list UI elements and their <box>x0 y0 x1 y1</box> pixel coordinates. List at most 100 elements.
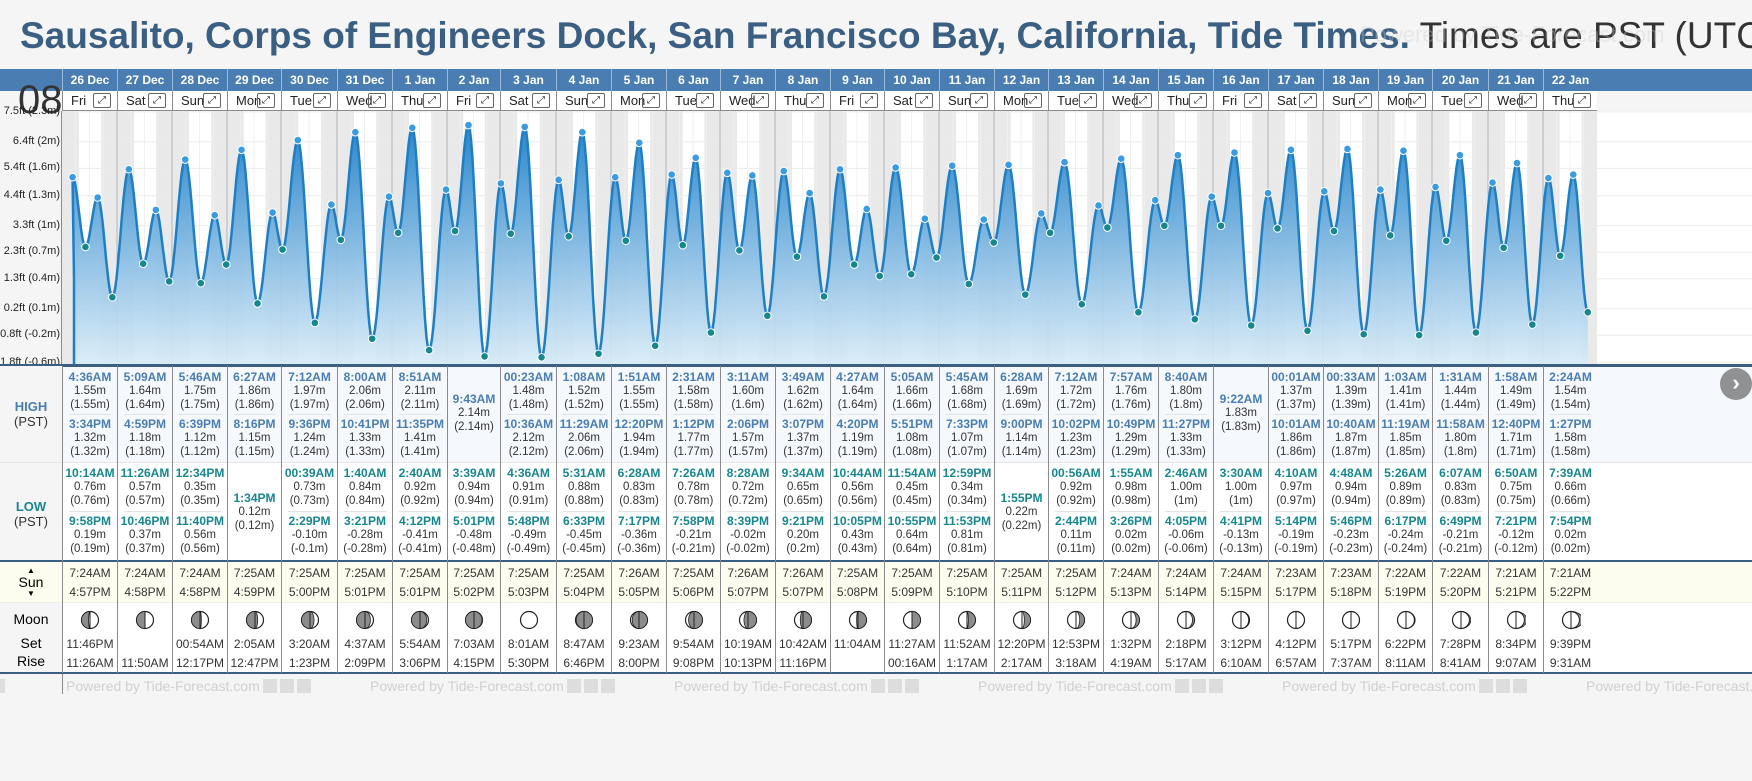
tide-height-alt: (1.77m) <box>673 446 714 458</box>
expand-arrows-icon[interactable]: ⤢ <box>696 93 714 108</box>
divider <box>399 511 441 512</box>
tide-height-alt: (-0.02m) <box>726 543 770 555</box>
high-tide-point <box>610 172 620 182</box>
expand-arrows-icon[interactable]: ⤢ <box>257 93 275 108</box>
tide-time: 12:20PM <box>614 417 664 431</box>
tide-height-alt: (1.64m) <box>125 399 165 411</box>
watermark-logo-icon <box>1495 679 1510 693</box>
date-header-cell: 13 Jan <box>1048 69 1103 91</box>
divider <box>946 511 988 512</box>
high-tide-point <box>578 127 587 137</box>
moon-phase <box>831 610 884 630</box>
tide-time: 8:39PM <box>726 514 770 528</box>
moon-phase <box>1269 610 1323 630</box>
expand-arrows-icon[interactable]: ⤢ <box>1189 93 1207 108</box>
expand-arrows-icon[interactable]: ⤢ <box>532 93 550 108</box>
expand-arrows-icon[interactable]: ⤢ <box>1134 93 1152 108</box>
tide-height-alt: (0.88m) <box>564 495 604 507</box>
tide-height: -0.24m <box>1387 529 1424 541</box>
expand-arrows-icon[interactable]: ⤢ <box>642 93 660 108</box>
sunrise-time: 7:22AM <box>1384 566 1427 580</box>
high-tide-entry: 9:00PM 1.14m (1.14m) <box>995 417 1048 459</box>
expand-arrows-icon[interactable]: ⤢ <box>1024 93 1042 108</box>
moon-phase-icon <box>1451 610 1471 630</box>
divider <box>1550 511 1591 512</box>
day-column: 2:24AM 1.54m (1.54m) 1:27PM 1.58m (1.58m) 7:39… <box>1543 366 1597 673</box>
tide-height: -0.19m <box>1278 529 1314 541</box>
expand-arrows-icon[interactable]: ⤢ <box>915 93 933 108</box>
watermark-text: Powered by Tide-Forecast.com <box>66 678 260 694</box>
expand-arrows-icon[interactable]: ⤢ <box>203 93 221 108</box>
tide-height-alt: (1.58m) <box>673 399 714 411</box>
low-tide-point <box>1471 328 1481 337</box>
high-tide-entry: 8:00AM 2.06m (2.06m) <box>338 370 392 412</box>
expand-arrows-icon[interactable]: ⤢ <box>1244 93 1262 108</box>
tide-height-alt: (1.07m) <box>947 446 987 458</box>
expand-arrows-icon[interactable]: ⤢ <box>970 93 988 108</box>
sunset-time: 5:09PM <box>891 585 933 599</box>
sunrise-time: 7:21AM <box>1495 566 1537 580</box>
sunset-time: 5:05PM <box>618 585 660 599</box>
moon-phase <box>940 610 994 630</box>
y-axis-line <box>61 111 62 367</box>
low-tide-point <box>1190 315 1200 324</box>
expand-arrows-icon[interactable]: ⤢ <box>1354 93 1372 108</box>
tide-height-alt: (1.55m) <box>619 399 659 411</box>
high-tide-entry: 5:46AM 1.75m (1.75m) <box>173 370 227 412</box>
expand-arrows-icon[interactable]: ⤢ <box>1464 93 1482 108</box>
tide-time: 5:45AM <box>945 370 989 384</box>
moonset-time: 10:42AM <box>778 637 828 651</box>
expand-arrows-icon[interactable]: ⤢ <box>148 93 166 108</box>
moon-phase-icon <box>1066 610 1086 630</box>
expand-arrows-icon[interactable]: ⤢ <box>587 93 605 108</box>
expand-arrows-icon[interactable]: ⤢ <box>860 93 878 108</box>
low-row-label: LOW (PST) <box>0 463 62 560</box>
high-tide-entry: 10:41PM 1.33m (1.33m) <box>338 417 392 459</box>
weekday-cell: Sun ⤢ <box>556 91 611 111</box>
day-column: 4:27AM 1.64m (1.64m) 4:20PM 1.19m (1.19m) 10:4… <box>830 366 884 673</box>
expand-arrows-icon[interactable]: ⤢ <box>806 93 824 108</box>
high-tide-point <box>1263 188 1273 198</box>
expand-arrows-icon[interactable]: ⤢ <box>1079 93 1097 108</box>
tide-height: 0.89m <box>1389 481 1422 493</box>
tide-height-alt: (1.12m) <box>180 446 220 458</box>
expand-arrows-icon[interactable]: ⤢ <box>1408 93 1426 108</box>
expand-arrows-icon[interactable]: ⤢ <box>423 93 441 108</box>
watermark-logo-icon <box>1512 679 1527 693</box>
moon-phase-icon <box>1121 610 1141 630</box>
sunset-time: 5:03PM <box>507 585 550 599</box>
tide-height-alt: (1.15m) <box>234 446 275 458</box>
high-tide-point <box>1455 150 1465 160</box>
tide-height-alt: (-0.13m) <box>1219 543 1263 555</box>
expand-arrows-icon[interactable]: ⤢ <box>1299 93 1317 108</box>
partial-clock-text: 08 <box>18 78 63 122</box>
expand-arrows-icon[interactable]: ⤢ <box>1519 93 1537 108</box>
high-tide-point <box>1319 187 1329 196</box>
tide-time: 3:30AM <box>1219 466 1263 480</box>
watermark-logo-icon <box>279 679 294 693</box>
divider <box>1330 414 1372 415</box>
next-chevron-right-icon[interactable]: › <box>1720 368 1752 400</box>
tide-time: 10:01AM <box>1271 417 1321 431</box>
low-tide-entry: 4:12PM -0.41m (-0.41m) <box>393 514 447 556</box>
expand-arrows-icon[interactable]: ⤢ <box>751 93 769 108</box>
expand-arrows-icon[interactable]: ⤢ <box>93 93 111 108</box>
expand-arrows-icon[interactable]: ⤢ <box>1573 93 1591 108</box>
day-column: 5:46AM 1.75m (1.75m) 6:39PM 1.12m (1.12m) 12:3… <box>172 366 227 673</box>
high-tide-point <box>464 120 473 130</box>
expand-arrows-icon[interactable]: ⤢ <box>368 93 386 108</box>
tide-time: 1:34PM <box>233 491 276 505</box>
low-tide-point <box>450 226 460 236</box>
low-tide-point <box>906 270 916 279</box>
tide-height: 2.06m <box>349 385 381 397</box>
moon-phase <box>885 610 939 630</box>
expand-arrows-icon[interactable]: ⤢ <box>313 93 331 108</box>
tide-height-alt: (-0.12m) <box>1494 543 1538 555</box>
weekday-label: Mon <box>1003 93 1029 108</box>
tide-height: 0.76m <box>74 481 106 493</box>
high-tide-entry: 11:27PM 1.33m (1.33m) <box>1159 417 1213 459</box>
expand-arrows-icon[interactable]: ⤢ <box>476 93 494 108</box>
moonset-time: 9:54AM <box>672 637 715 651</box>
tide-height-alt: (1.86m) <box>1276 446 1316 458</box>
divider <box>288 511 331 512</box>
